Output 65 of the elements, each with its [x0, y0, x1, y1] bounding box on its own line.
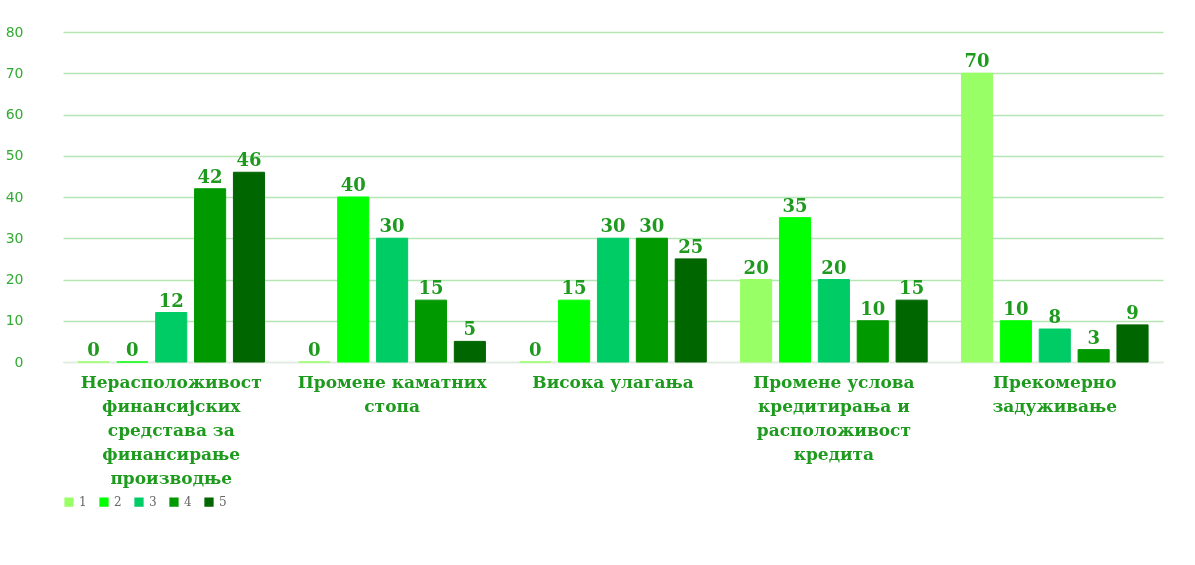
bar: [1116, 324, 1149, 363]
data-label: 8: [1048, 306, 1062, 327]
data-label: 15: [899, 277, 925, 299]
bar: [194, 188, 227, 363]
bar: [558, 299, 591, 363]
bar: [596, 237, 630, 363]
legend-label: 4: [184, 495, 192, 510]
data-label: 30: [379, 215, 405, 237]
data-label: 0: [308, 339, 321, 360]
y-tick-label: 30: [5, 229, 24, 246]
data-label: 30: [600, 215, 626, 237]
bar: [414, 299, 448, 363]
data-label: 20: [743, 256, 769, 278]
data-label: 9: [1126, 301, 1139, 323]
data-label: 0: [87, 339, 100, 360]
bar: [999, 320, 1032, 363]
y-tick-label: 10: [5, 312, 24, 329]
data-label: 15: [561, 277, 587, 299]
data-label: 35: [782, 194, 808, 216]
bar: [817, 279, 850, 363]
y-tick-label: 80: [5, 23, 24, 40]
data-label: 0: [126, 339, 139, 360]
bar: [778, 217, 812, 363]
legend-label: 2: [114, 495, 122, 510]
legend-label: 3: [149, 495, 157, 510]
data-label: 10: [860, 297, 886, 319]
bar: [895, 299, 928, 363]
data-label: 42: [197, 165, 223, 187]
bar: [376, 237, 409, 363]
x-tick-label: Нерасположивост финансијских средстава за финансирање производње: [80, 371, 262, 488]
data-label: 20: [821, 256, 847, 278]
y-tick-label: 40: [5, 188, 24, 205]
legend-label: 1: [79, 495, 87, 510]
data-label: 15: [418, 277, 444, 299]
x-tick-label: Промене каматних стопа: [297, 371, 488, 416]
data-label: 3: [1087, 326, 1100, 348]
data-label: 0: [528, 339, 542, 360]
data-label: 10: [1003, 297, 1029, 319]
y-tick-label: 50: [5, 147, 24, 164]
bar: [337, 196, 370, 363]
bar: [1038, 328, 1071, 363]
data-label: 25: [678, 235, 704, 257]
x-tick-label: Висока улагања: [532, 371, 694, 392]
bar: [453, 340, 486, 363]
bar: [155, 312, 188, 363]
data-label: 5: [463, 318, 477, 340]
bar: [674, 258, 707, 363]
bar: [1077, 349, 1110, 363]
y-tick-label: 70: [5, 64, 24, 81]
bar: [856, 320, 889, 363]
bar: [635, 237, 668, 363]
data-label: 12: [158, 289, 184, 311]
y-tick-label: 20: [5, 271, 24, 287]
bar: [740, 279, 773, 363]
x-tick-label: Прекомерно задуживање: [992, 371, 1118, 416]
data-label: 70: [964, 50, 990, 72]
bar: [960, 72, 994, 363]
data-label: 40: [340, 174, 366, 195]
y-tick-label: 0: [14, 353, 24, 370]
data-label: 46: [236, 149, 262, 171]
legend-label: 5: [219, 495, 227, 510]
y-tick-label: 60: [5, 106, 24, 122]
x-tick-label: Промене услова кредитирања и расположивост кредита: [753, 371, 915, 464]
bar: [232, 171, 266, 363]
data-label: 30: [639, 215, 665, 237]
